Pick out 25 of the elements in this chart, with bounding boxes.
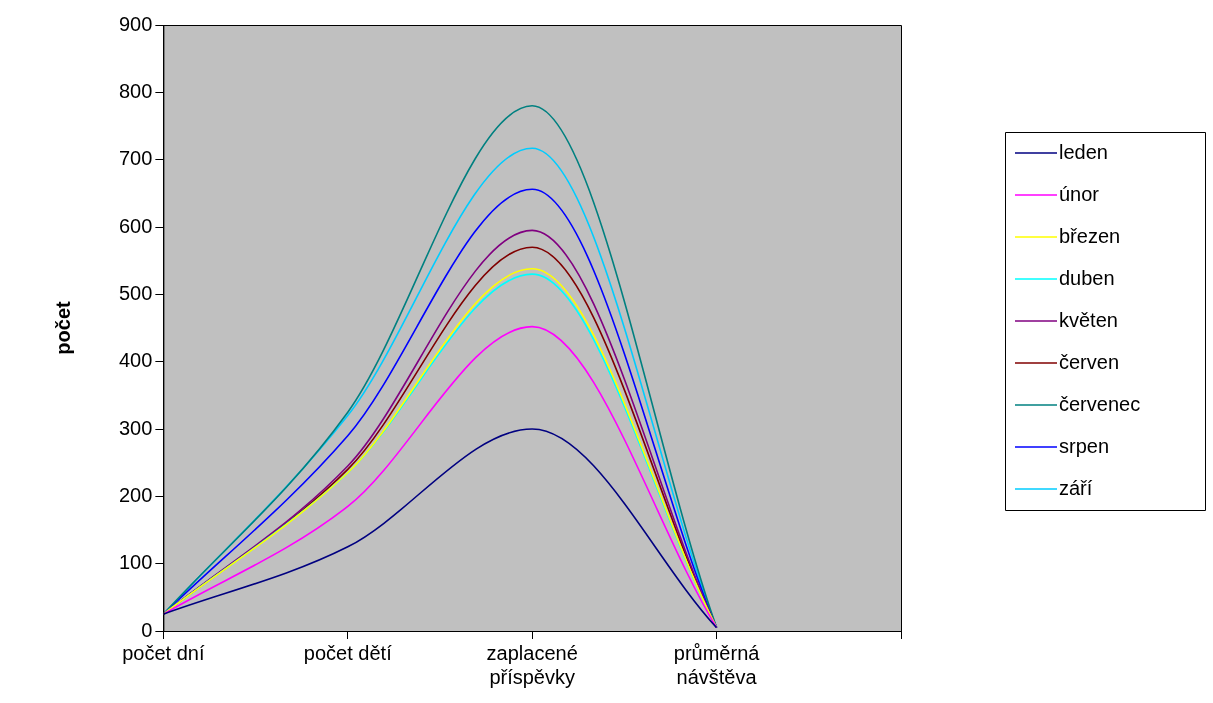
y-axis-title: počet: [51, 300, 74, 355]
y-tick-label: 400: [118, 349, 153, 372]
legend-label: březen: [1059, 224, 1121, 247]
y-tick-label: 100: [118, 551, 153, 574]
legend-label: červen: [1059, 350, 1120, 373]
x-tick-label: průměrná návštěva: [673, 641, 761, 688]
x-tick-label: počet dětí: [303, 641, 393, 664]
x-tick-label: počet dní: [122, 641, 205, 664]
x-tick-label: zaplacené příspěvky: [486, 641, 578, 688]
legend-label: leden: [1059, 140, 1108, 163]
y-tick-label: 200: [118, 483, 153, 506]
legend-label: duben: [1059, 266, 1115, 289]
legend-label: červenec: [1059, 392, 1141, 415]
legend-label: květen: [1059, 308, 1118, 331]
y-tick-label: 700: [118, 147, 153, 170]
legend-label: únor: [1059, 182, 1100, 205]
legend-label: srpen: [1059, 434, 1110, 457]
y-tick-label: 0: [141, 618, 153, 641]
y-tick-label: 300: [118, 416, 153, 439]
line-series: [162, 428, 718, 629]
y-tick-label: 800: [118, 79, 153, 102]
y-tick-label: 600: [118, 214, 153, 237]
y-tick-label: 900: [118, 12, 153, 35]
y-tick-label: 500: [118, 281, 153, 304]
legend-label: září: [1059, 476, 1093, 499]
